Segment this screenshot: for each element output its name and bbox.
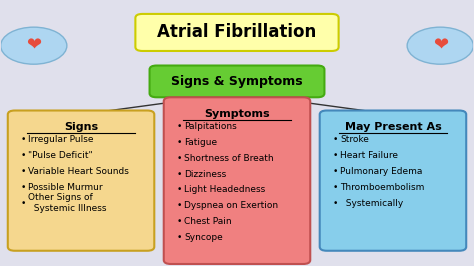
Text: Signs & Symptoms: Signs & Symptoms [171,75,303,88]
Text: •: • [20,167,26,176]
Text: Dizziness: Dizziness [184,169,226,178]
Text: Signs: Signs [64,122,98,132]
Text: Thromboembolism: Thromboembolism [340,183,424,192]
Text: Heart Failure: Heart Failure [340,151,398,160]
Text: Irregular Pulse: Irregular Pulse [28,135,93,144]
Text: •: • [332,199,338,208]
Text: •: • [176,185,182,194]
Text: •: • [332,151,338,160]
Text: •: • [176,217,182,226]
Text: Light Headedness: Light Headedness [184,185,265,194]
Text: •: • [176,154,182,163]
Text: Atrial Fibrillation: Atrial Fibrillation [157,23,317,41]
Text: Syncope: Syncope [184,233,223,242]
Text: Palpitations: Palpitations [184,122,237,131]
Text: ❤: ❤ [26,37,41,55]
Circle shape [407,27,474,64]
Text: •: • [176,233,182,242]
Text: •: • [176,201,182,210]
Text: •: • [176,122,182,131]
FancyBboxPatch shape [164,97,310,264]
Text: •: • [332,167,338,176]
Text: Fatigue: Fatigue [184,138,217,147]
Text: •: • [20,183,26,192]
Text: •: • [176,138,182,147]
Text: Symptoms: Symptoms [204,109,270,119]
FancyBboxPatch shape [150,65,324,97]
Text: •: • [332,183,338,192]
Text: Pulmonary Edema: Pulmonary Edema [340,167,422,176]
Circle shape [0,27,67,64]
Text: Chest Pain: Chest Pain [184,217,232,226]
FancyBboxPatch shape [136,14,338,51]
Text: ❤: ❤ [433,37,448,55]
Text: Shortness of Breath: Shortness of Breath [184,154,273,163]
Text: Systemically: Systemically [340,199,403,208]
Text: •: • [20,135,26,144]
Text: Stroke: Stroke [340,135,369,144]
FancyBboxPatch shape [319,110,466,251]
Text: Possible Murmur: Possible Murmur [28,183,103,192]
FancyBboxPatch shape [8,110,155,251]
Text: •: • [20,151,26,160]
Text: •: • [332,135,338,144]
Text: Other Signs of
  Systemic Illness: Other Signs of Systemic Illness [28,193,107,213]
Text: •: • [20,199,26,208]
Text: May Present As: May Present As [345,122,441,132]
Text: •: • [176,169,182,178]
Text: "Pulse Deficit": "Pulse Deficit" [28,151,93,160]
Text: Variable Heart Sounds: Variable Heart Sounds [28,167,129,176]
Text: Dyspnea on Exertion: Dyspnea on Exertion [184,201,278,210]
